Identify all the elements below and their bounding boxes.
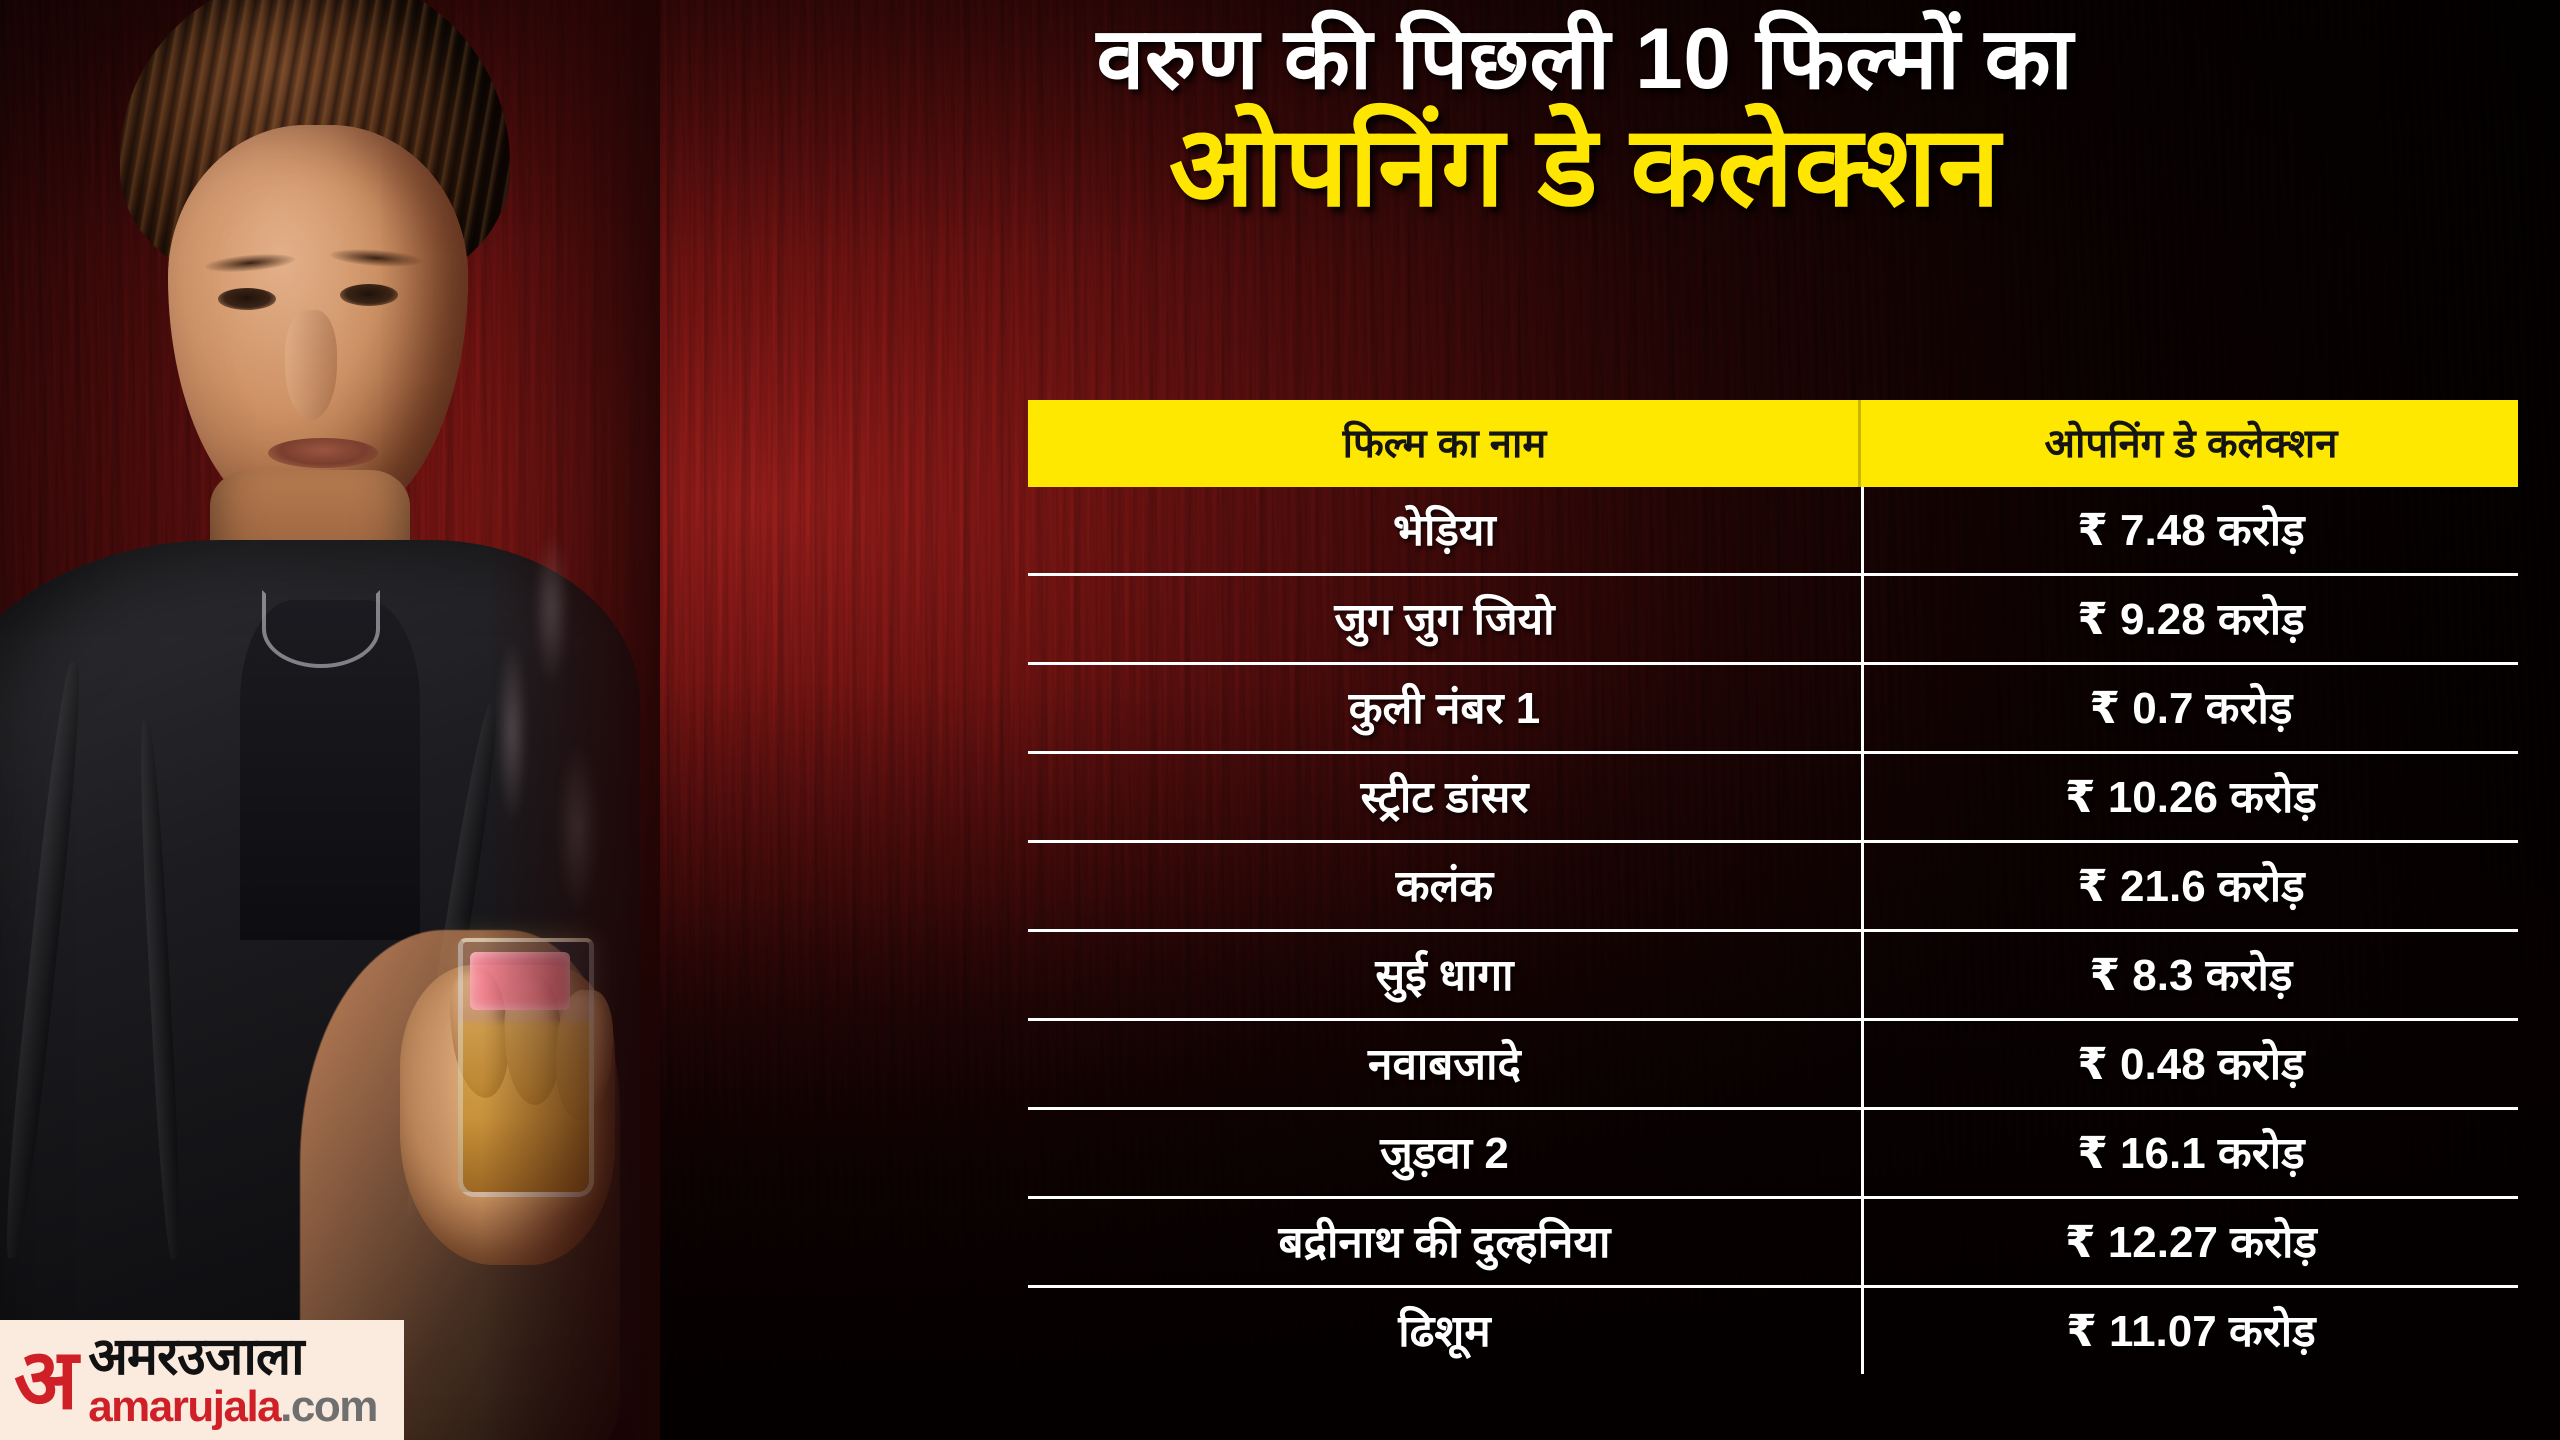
cell-film-name: कलंक — [1028, 841, 1864, 932]
actor-eye-right — [340, 284, 398, 306]
cell-opening-collection: ₹ 0.48 करोड़ — [1862, 1019, 2518, 1110]
cell-film-name: स्ट्रीट डांसर — [1028, 752, 1864, 843]
table-body: भेड़िया ₹ 7.48 करोड़ जुग जुग जियो ₹ 9.28 कर… — [1028, 487, 2518, 1374]
cell-film-name: भेड़िया — [1028, 487, 1864, 576]
cell-film-name: जुग जुग जियो — [1028, 574, 1864, 665]
actor-nose — [285, 310, 337, 420]
actor-photo — [0, 0, 660, 1440]
logo-latin-name: amarujala — [88, 1382, 281, 1431]
collection-table-wrapper: फिल्म का नाम ओपनिंग डे कलेक्शन भेड़िया ₹ … — [1028, 400, 2518, 1374]
cell-film-name: जुड़वा 2 — [1028, 1108, 1864, 1199]
cell-opening-collection: ₹ 9.28 करोड़ — [1862, 574, 2518, 665]
table-row: बद्रीनाथ की दुल्हनिया ₹ 12.27 करोड़ — [1028, 1197, 2518, 1288]
table-row: सुई धागा ₹ 8.3 करोड़ — [1028, 930, 2518, 1021]
cell-film-name: नवाबजादे — [1028, 1019, 1864, 1110]
table-row: ढिशूम ₹ 11.07 करोड़ — [1028, 1286, 2518, 1374]
cell-opening-collection: ₹ 8.3 करोड़ — [1862, 930, 2518, 1021]
logo-hindi-wordmark: अमरउजाला — [88, 1328, 304, 1386]
logo-latin-tld: .com — [280, 1382, 378, 1431]
column-header-opening-collection: ओपनिंग डे कलेक्शन — [1862, 400, 2518, 487]
logo-latin-wordmark: amarujala.com — [88, 1382, 378, 1431]
table-header-row: फिल्म का नाम ओपनिंग डे कलेक्शन — [1028, 400, 2518, 487]
cell-opening-collection: ₹ 0.7 करोड़ — [1862, 663, 2518, 754]
actor-necklace — [262, 590, 380, 668]
cell-film-name: सुई धागा — [1028, 930, 1864, 1021]
cell-opening-collection: ₹ 10.26 करोड़ — [1862, 752, 2518, 843]
cell-opening-collection: ₹ 7.48 करोड़ — [1862, 487, 2518, 576]
cell-opening-collection: ₹ 21.6 करोड़ — [1862, 841, 2518, 932]
table-row: कुली नंबर 1 ₹ 0.7 करोड़ — [1028, 663, 2518, 754]
table-row: नवाबजादे ₹ 0.48 करोड़ — [1028, 1019, 2518, 1110]
cell-film-name: ढिशूम — [1028, 1286, 1864, 1374]
table-row: कलंक ₹ 21.6 करोड़ — [1028, 841, 2518, 932]
cell-film-name: कुली नंबर 1 — [1028, 663, 1864, 754]
headline-block: वरुण की पिछली 10 फिल्मों का ओपनिंग डे कल… — [620, 11, 2550, 229]
logo-monogram-icon: अ — [14, 1332, 78, 1427]
brand-logo: अ अमरउजाला amarujala.com — [0, 1320, 404, 1440]
column-header-film-name: फिल्म का नाम — [1028, 400, 1864, 487]
actor-lips — [268, 438, 378, 468]
headline-line-2: ओपनिंग डे कलेक्शन — [1168, 103, 2002, 229]
table-row: भेड़िया ₹ 7.48 करोड़ — [1028, 487, 2518, 576]
headline-line-1: वरुण की पिछली 10 फिल्मों का — [1096, 11, 2074, 107]
cell-film-name: बद्रीनाथ की दुल्हनिया — [1028, 1197, 1864, 1288]
table-row: जुड़वा 2 ₹ 16.1 करोड़ — [1028, 1108, 2518, 1199]
collection-table: फिल्म का नाम ओपनिंग डे कलेक्शन भेड़िया ₹ … — [1028, 400, 2518, 1374]
photo-edge-fade — [482, 0, 660, 1440]
table-row: स्ट्रीट डांसर ₹ 10.26 करोड़ — [1028, 752, 2518, 843]
table-header: फिल्म का नाम ओपनिंग डे कलेक्शन — [1028, 400, 2518, 487]
logo-text-block: अमरउजाला amarujala.com — [88, 1328, 378, 1431]
actor-eye-left — [218, 288, 276, 310]
cell-opening-collection: ₹ 11.07 करोड़ — [2066, 1307, 2316, 1356]
cell-opening-collection: ₹ 16.1 करोड़ — [1862, 1108, 2518, 1199]
cell-opening-collection: ₹ 12.27 करोड़ — [1862, 1197, 2518, 1288]
table-row: जुग जुग जियो ₹ 9.28 करोड़ — [1028, 574, 2518, 665]
